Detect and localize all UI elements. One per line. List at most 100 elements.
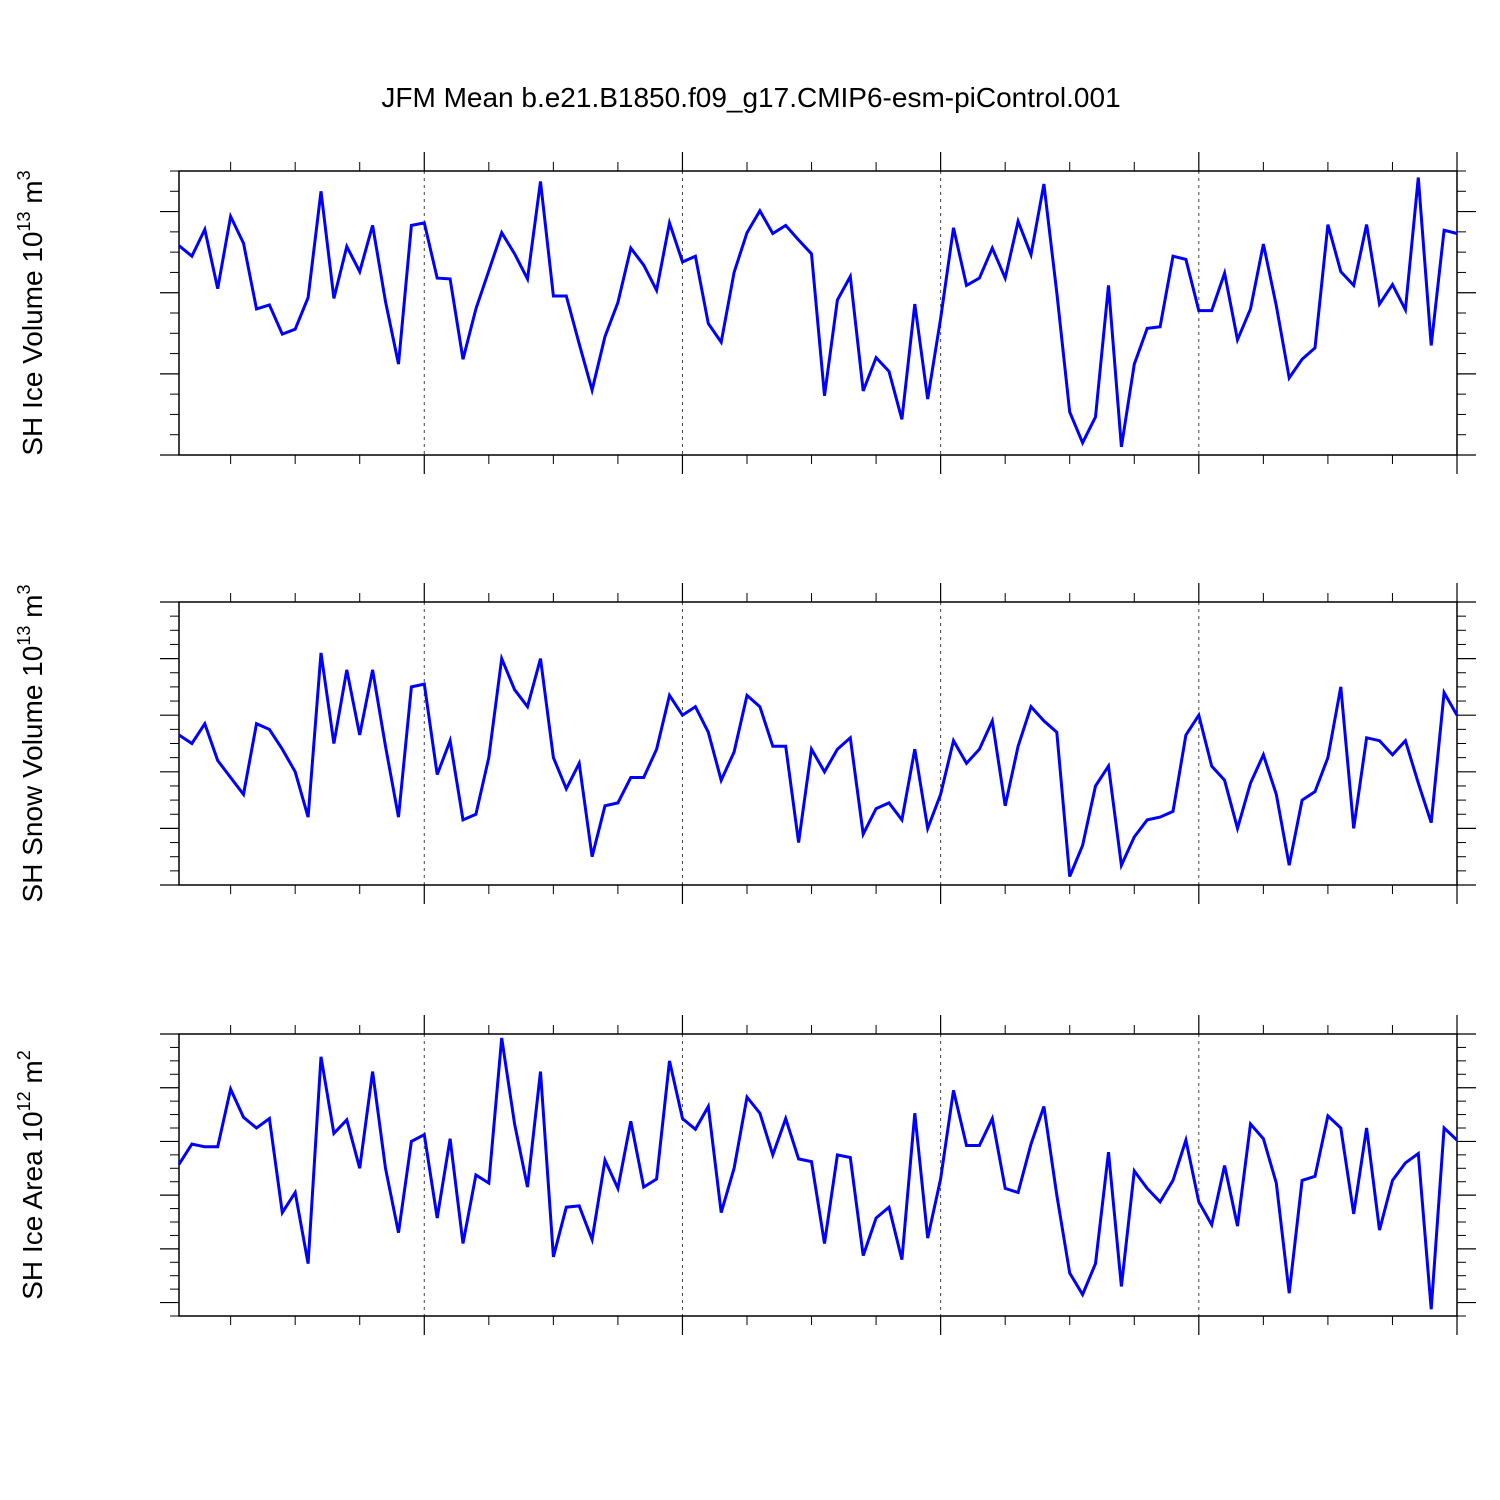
data-point	[461, 357, 465, 361]
plot-frame	[178, 601, 1458, 886]
data-point	[1119, 863, 1123, 867]
sh-ice-volume-panel: SH Ice Volume 1013 m3	[14, 152, 1476, 474]
data-point	[642, 1185, 646, 1189]
data-point	[280, 747, 284, 751]
data-point	[306, 815, 310, 819]
data-point	[771, 744, 775, 748]
data-point	[939, 317, 943, 321]
data-point	[719, 1211, 723, 1215]
data-point	[797, 1157, 801, 1161]
data-point	[1016, 1190, 1020, 1194]
data-point	[861, 389, 865, 393]
data-point	[332, 296, 336, 300]
data-point	[551, 756, 555, 760]
data-point	[448, 1137, 452, 1141]
data-point	[1365, 736, 1369, 740]
y-axis-title-unit: m	[17, 180, 48, 211]
data-point	[409, 685, 413, 689]
data-point	[822, 1241, 826, 1245]
data-point	[655, 288, 659, 292]
data-point	[926, 397, 930, 401]
data-point	[526, 277, 530, 281]
data-point	[1455, 231, 1459, 235]
data-point	[1339, 685, 1343, 689]
data-point	[952, 739, 956, 743]
data-point	[254, 307, 258, 311]
data-point	[500, 231, 504, 235]
data-point	[435, 276, 439, 280]
data-point	[1132, 362, 1136, 366]
data-point	[1236, 826, 1240, 830]
data-point	[1081, 1293, 1085, 1297]
data-point	[267, 1117, 271, 1121]
data-point	[745, 693, 749, 697]
y-axis-title-unit: m	[17, 1060, 48, 1091]
data-point	[513, 1122, 517, 1126]
data-point	[1132, 1169, 1136, 1173]
data-point	[203, 227, 207, 231]
data-point	[474, 812, 478, 816]
data-point	[719, 340, 723, 344]
data-point	[603, 804, 607, 808]
data-point	[1274, 1181, 1278, 1185]
data-point	[693, 254, 697, 258]
data-point	[939, 792, 943, 796]
data-point	[797, 238, 801, 242]
data-point	[280, 1211, 284, 1215]
data-point	[1416, 175, 1420, 179]
data-point	[1326, 1114, 1330, 1118]
data-point	[577, 761, 581, 765]
data-point	[1274, 304, 1278, 308]
data-point	[267, 727, 271, 731]
data-point	[874, 356, 878, 360]
data-point	[1248, 1122, 1252, 1126]
data-point	[1352, 283, 1356, 287]
data-point	[229, 214, 233, 218]
data-point	[1042, 1105, 1046, 1109]
data-point	[977, 276, 981, 280]
data-point	[732, 270, 736, 274]
data-point	[1210, 309, 1214, 313]
data-point	[229, 1087, 233, 1091]
data-point	[1197, 713, 1201, 717]
data-point	[564, 1205, 568, 1209]
data-point	[435, 773, 439, 777]
data-point	[822, 770, 826, 774]
data-point	[1016, 219, 1020, 223]
data-point	[1236, 1224, 1240, 1228]
data-point	[1287, 863, 1291, 867]
data-point	[680, 1117, 684, 1121]
data-point	[203, 722, 207, 726]
data-point	[177, 733, 181, 737]
data-point	[1158, 325, 1162, 329]
data-point	[216, 758, 220, 762]
data-point	[1081, 843, 1085, 847]
data-point	[1145, 326, 1149, 330]
sh-ice-area-panel: SH Ice Area 1012 m2	[14, 1015, 1476, 1335]
data-point	[1132, 835, 1136, 839]
data-point	[900, 417, 904, 421]
data-point	[422, 1133, 426, 1137]
data-point	[358, 270, 362, 274]
data-point	[1106, 764, 1110, 768]
data-point	[1171, 1178, 1175, 1182]
data-point	[1094, 415, 1098, 419]
data-point	[1442, 228, 1446, 232]
data-point	[1145, 818, 1149, 822]
data-point	[1106, 283, 1110, 287]
data-point	[732, 750, 736, 754]
data-point	[1287, 1291, 1291, 1295]
data-point	[758, 1111, 762, 1115]
data-point	[939, 1177, 943, 1181]
data-point	[874, 1216, 878, 1220]
data-point	[267, 303, 271, 307]
data-point	[1055, 730, 1059, 734]
data-point	[1003, 276, 1007, 280]
y-axis-title-exponent: 12	[14, 1091, 34, 1111]
data-point	[1365, 1126, 1369, 1130]
data-point	[642, 263, 646, 267]
data-point	[461, 1241, 465, 1245]
data-point	[1429, 1307, 1433, 1311]
data-point	[706, 322, 710, 326]
